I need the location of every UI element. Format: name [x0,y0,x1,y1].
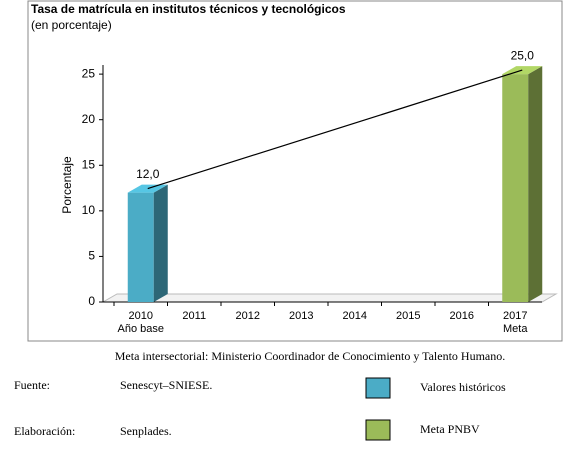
legend-swatch [365,419,391,441]
y-tick-label: 15 [82,157,96,171]
x-tick-label: 2014 [343,310,367,322]
chart-frame [27,0,563,342]
x-tick-label: 2016 [450,310,474,322]
footer-note: Meta intersectorial: Ministerio Coordina… [115,349,506,363]
value-label: 12,0 [136,167,160,181]
value-label: 25,0 [511,48,535,62]
source-label: Fuente: [14,378,50,392]
source: Senescyt–SNIESE. [120,378,212,392]
x-tick-label: 2012 [236,310,260,322]
bar-side [153,184,168,302]
x-tick-label: 2015 [396,310,420,322]
legend-label: Valores históricos [420,380,506,394]
y-tick-label: 25 [82,66,96,80]
x-tick-note: Meta [503,323,528,335]
y-tick-label: 20 [82,112,96,126]
x-tick-note: Año base [118,323,164,335]
bar-front [127,192,154,302]
trend-line [147,69,523,190]
x-tick-label: 2010 [129,310,153,322]
y-tick-label: 0 [88,294,95,308]
x-tick-label: 2017 [503,310,527,322]
bar-front [502,74,529,302]
chart-subtitle: (en porcentaje) [31,18,112,32]
floor [101,293,558,303]
y-tick-label: 5 [88,249,95,263]
made-label: Elaboración: [14,424,75,438]
y-tick-label: 10 [82,203,96,217]
made: Senplades. [120,424,172,438]
legend-swatch [365,377,391,399]
x-tick-label: 2011 [182,310,206,322]
x-tick-label: 2013 [289,310,313,322]
legend-label: Meta PNBV [420,422,480,436]
chart-title: Tasa de matrícula en institutos técnicos… [31,2,346,16]
bar-side [528,66,543,302]
y-axis-label: Porcentaje [60,156,74,214]
